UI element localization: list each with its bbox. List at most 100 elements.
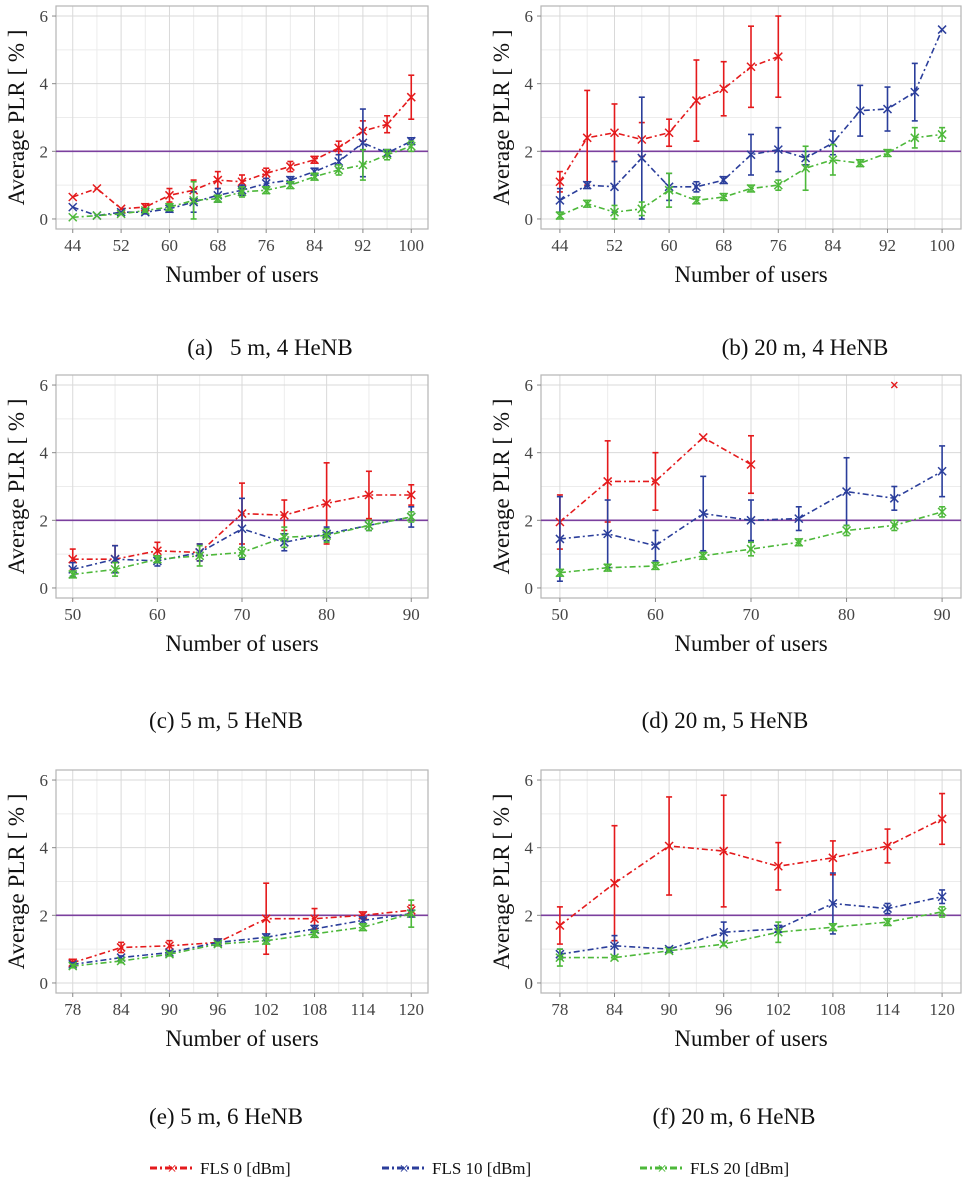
x-tick-label: 90	[934, 605, 951, 624]
chart-caption: (a) 5 m, 4 HeNB	[187, 335, 352, 360]
data-point	[842, 525, 852, 535]
data-point	[603, 563, 613, 573]
data-point	[882, 917, 893, 927]
data-point	[261, 168, 271, 178]
data-point	[237, 547, 247, 557]
chart-panel-3: 50 60 70 80 90 0 2 4 6 Number of users Average PLR…	[4, 374, 429, 733]
point-marker	[664, 946, 674, 956]
data-point	[937, 129, 947, 139]
point-marker	[358, 160, 368, 170]
point-marker	[842, 525, 852, 535]
data-point	[364, 520, 374, 530]
y-tick-label: 6	[525, 771, 534, 790]
point-marker	[855, 106, 865, 116]
data-point	[889, 493, 899, 503]
data-point	[603, 529, 613, 539]
point-marker	[555, 953, 565, 963]
data-point	[261, 185, 271, 195]
y-tick-label: 6	[525, 376, 534, 395]
data-point	[650, 561, 660, 571]
data-point	[910, 87, 920, 97]
point-marker	[937, 466, 947, 476]
data-point	[310, 155, 320, 165]
point-marker	[116, 942, 126, 952]
x-tick-label: 52	[606, 236, 623, 255]
data-point	[213, 194, 223, 204]
x-tick-label: 70	[234, 605, 251, 624]
data-point	[794, 514, 804, 524]
data-point	[164, 949, 174, 959]
data-point	[664, 128, 674, 138]
data-point	[828, 138, 838, 148]
x-tick-label: 68	[715, 236, 732, 255]
series-line-fls20	[559, 911, 943, 959]
x-tick-label: 84	[606, 1000, 624, 1019]
data-point	[773, 861, 783, 871]
x-tick-label: 102	[253, 1000, 279, 1019]
point-marker	[261, 185, 271, 195]
data-point	[609, 128, 620, 138]
point-marker	[637, 204, 647, 214]
data-point	[152, 554, 162, 564]
data-point	[261, 914, 271, 924]
series-fls20	[555, 906, 947, 967]
data-point	[555, 568, 565, 578]
data-point	[582, 199, 592, 209]
data-point	[555, 920, 565, 930]
point-marker	[609, 878, 620, 888]
x-tick-label: 92	[879, 236, 896, 255]
y-tick-label: 0	[40, 210, 49, 229]
x-tick-label: 60	[149, 605, 166, 624]
point-marker	[937, 129, 947, 139]
point-marker	[555, 568, 565, 578]
x-tick-label: 76	[258, 236, 275, 255]
series-line-fls20	[72, 912, 412, 967]
data-point	[555, 177, 565, 187]
point-marker	[719, 846, 729, 856]
data-point	[609, 941, 620, 951]
x-tick-label: 80	[318, 605, 335, 624]
series-fls10	[555, 445, 947, 583]
legend-item-fls20: × FLS 20 [dBm]	[640, 1159, 789, 1178]
x-tick-label: 44	[551, 236, 569, 255]
point-marker	[582, 133, 592, 143]
data-point	[828, 155, 838, 165]
data-point	[828, 853, 838, 863]
series-fls20	[68, 511, 416, 579]
data-point	[609, 207, 620, 217]
point-marker	[773, 52, 783, 62]
point-marker	[937, 907, 947, 917]
point-marker	[116, 209, 126, 219]
y-tick-label: 2	[525, 511, 534, 530]
x-axis-label: Number of users	[165, 631, 318, 656]
data-point	[746, 150, 756, 160]
point-marker	[555, 177, 565, 187]
chart-panel-2: 44 52 60 68 76 84 92 100 0 2 4 6 Number of users Aver…	[489, 5, 962, 360]
point-marker	[828, 138, 838, 148]
data-point	[322, 531, 332, 541]
data-point	[322, 498, 332, 508]
point-marker	[237, 547, 247, 557]
series-fls20	[68, 140, 416, 222]
data-point	[92, 211, 102, 221]
data-point	[828, 898, 838, 909]
y-tick-label: 2	[40, 511, 49, 530]
y-axis-label: Average PLR [ % ]	[4, 30, 29, 206]
data-point	[937, 907, 947, 917]
x-tick-label: 50	[551, 605, 568, 624]
point-marker	[889, 520, 899, 530]
data-point	[382, 150, 392, 160]
point-marker	[406, 490, 416, 500]
data-point	[116, 956, 126, 966]
point-marker	[195, 551, 205, 561]
data-point	[406, 141, 416, 151]
chart-caption: (c) 5 m, 5 HeNB	[149, 708, 303, 733]
x-tick-label: 60	[647, 605, 664, 624]
x-tick-label: 60	[661, 236, 678, 255]
x-tick-label: 78	[551, 1000, 568, 1019]
y-tick-label: 2	[525, 906, 534, 925]
plot-frame	[540, 769, 962, 994]
data-point	[773, 180, 783, 190]
data-point	[609, 953, 620, 963]
point-marker	[609, 953, 620, 963]
